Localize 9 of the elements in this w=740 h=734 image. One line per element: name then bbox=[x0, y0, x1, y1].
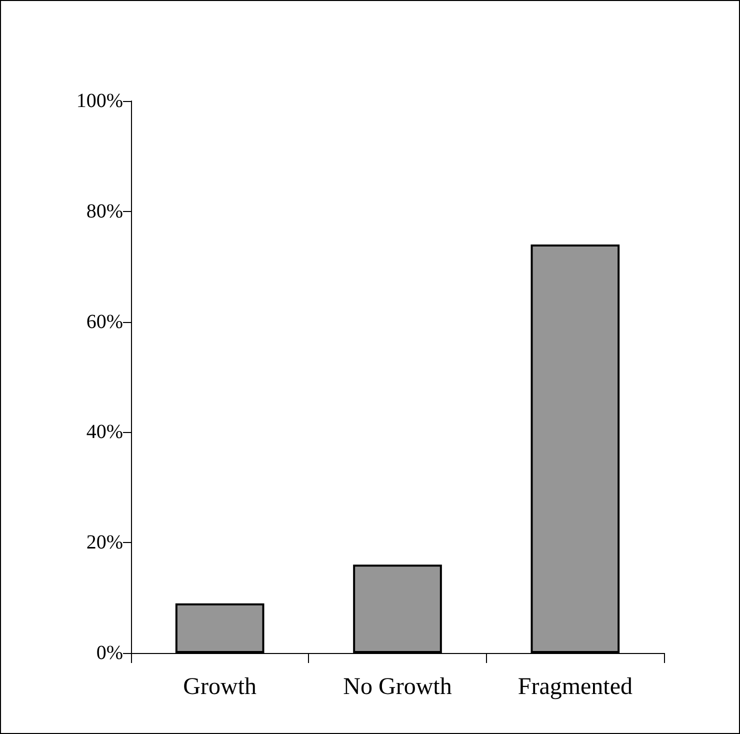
y-tick-label: 0% bbox=[96, 642, 123, 664]
y-tick-label: 20% bbox=[86, 532, 123, 554]
y-tick-label: 80% bbox=[86, 200, 123, 222]
x-tick-label: No Growth bbox=[343, 674, 452, 700]
y-tick-label: 100% bbox=[76, 90, 123, 112]
x-tick-label: Fragmented bbox=[518, 674, 632, 700]
x-tick-label: Growth bbox=[183, 674, 256, 700]
y-tick-label: 40% bbox=[86, 421, 123, 444]
y-tick-label: 60% bbox=[86, 310, 123, 333]
